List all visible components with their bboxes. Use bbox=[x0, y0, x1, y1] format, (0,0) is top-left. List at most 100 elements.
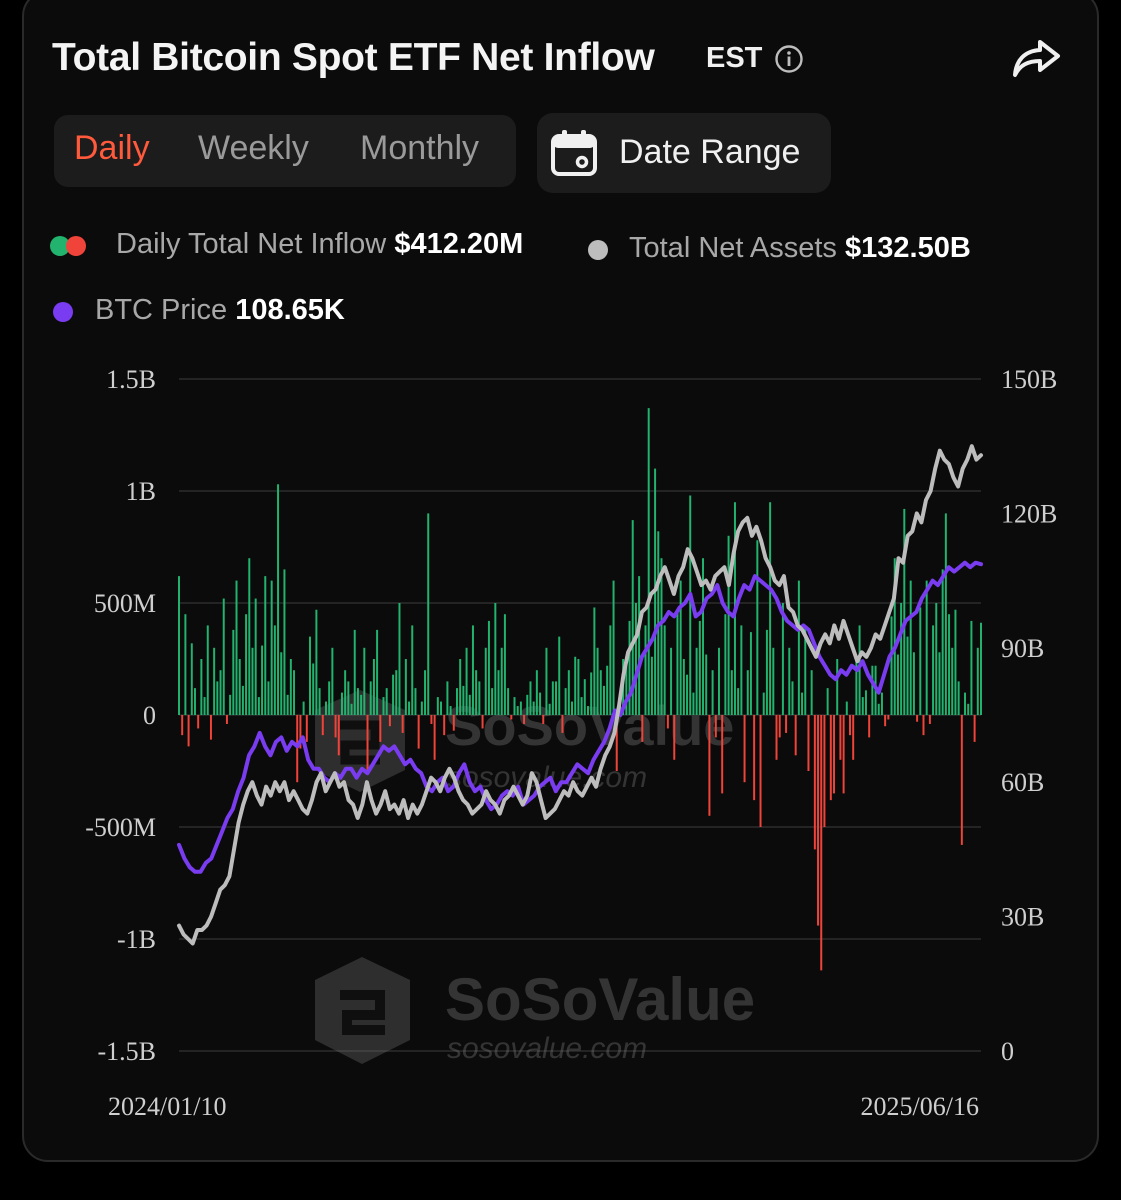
inflow-bar[interactable] bbox=[312, 663, 315, 715]
inflow-bar[interactable] bbox=[785, 715, 788, 733]
inflow-bar[interactable] bbox=[842, 715, 845, 794]
inflow-bar[interactable] bbox=[542, 715, 545, 724]
inflow-bar[interactable] bbox=[468, 694, 471, 715]
inflow-bar[interactable] bbox=[379, 715, 382, 742]
inflow-bar[interactable] bbox=[408, 701, 411, 715]
inflow-bar[interactable] bbox=[481, 715, 484, 729]
inflow-bar[interactable] bbox=[890, 616, 893, 715]
inflow-bar[interactable] bbox=[944, 513, 947, 715]
inflow-bar[interactable] bbox=[596, 647, 599, 715]
inflow-bar[interactable] bbox=[232, 629, 235, 715]
inflow-bar[interactable] bbox=[804, 625, 807, 715]
inflow-bar[interactable] bbox=[283, 569, 286, 715]
inflow-bar[interactable] bbox=[334, 715, 337, 738]
inflow-bar[interactable] bbox=[903, 508, 906, 715]
inflow-bar[interactable] bbox=[382, 697, 385, 715]
inflow-bar[interactable] bbox=[398, 603, 401, 715]
inflow-bar[interactable] bbox=[340, 692, 343, 715]
inflow-bar[interactable] bbox=[478, 681, 481, 715]
inflow-bar[interactable] bbox=[941, 569, 944, 715]
inflow-bar[interactable] bbox=[721, 715, 724, 794]
inflow-bar[interactable] bbox=[925, 580, 928, 715]
inflow-bar[interactable] bbox=[350, 703, 353, 715]
inflow-bar[interactable] bbox=[695, 647, 698, 715]
inflow-bar[interactable] bbox=[638, 576, 641, 715]
inflow-bar[interactable] bbox=[884, 715, 887, 727]
inflow-bar[interactable] bbox=[647, 408, 650, 715]
inflow-bar[interactable] bbox=[503, 614, 506, 715]
inflow-bar[interactable] bbox=[446, 681, 449, 715]
inflow-bar[interactable] bbox=[813, 715, 816, 850]
inflow-bar[interactable] bbox=[395, 670, 398, 715]
inflow-bar[interactable] bbox=[376, 629, 379, 715]
inflow-bar[interactable] bbox=[411, 625, 414, 715]
inflow-bar[interactable] bbox=[229, 694, 232, 715]
inflow-bar[interactable] bbox=[836, 659, 839, 715]
inflow-bar[interactable] bbox=[366, 715, 369, 771]
inflow-bar[interactable] bbox=[347, 681, 350, 715]
share-icon[interactable] bbox=[1010, 36, 1062, 80]
inflow-bar[interactable] bbox=[414, 688, 417, 715]
inflow-bar[interactable] bbox=[960, 715, 963, 845]
inflow-bar[interactable] bbox=[980, 622, 982, 715]
inflow-bar[interactable] bbox=[724, 614, 727, 715]
inflow-bar[interactable] bbox=[705, 654, 708, 715]
date-range-button[interactable]: Date Range bbox=[537, 113, 831, 193]
inflow-bar[interactable] bbox=[277, 484, 280, 715]
inflow-bar[interactable] bbox=[203, 697, 206, 715]
inflow-bar[interactable] bbox=[318, 688, 321, 715]
inflow-bar[interactable] bbox=[494, 603, 497, 715]
inflow-bar[interactable] bbox=[548, 703, 551, 715]
inflow-bar[interactable] bbox=[791, 681, 794, 715]
inflow-bar[interactable] bbox=[839, 715, 842, 760]
legend-inflow[interactable]: Daily Total Net Inflow $412.20M bbox=[116, 228, 523, 261]
inflow-bar[interactable] bbox=[555, 681, 558, 715]
inflow-bar[interactable] bbox=[957, 681, 960, 715]
inflow-bar[interactable] bbox=[519, 701, 522, 715]
inflow-bar[interactable] bbox=[526, 694, 529, 715]
inflow-bar[interactable] bbox=[452, 715, 455, 731]
inflow-bar[interactable] bbox=[970, 620, 973, 715]
inflow-bar[interactable] bbox=[324, 701, 327, 715]
legend-assets[interactable]: Total Net Assets $132.50B bbox=[629, 232, 971, 265]
inflow-bar[interactable] bbox=[756, 540, 759, 715]
inflow-bar[interactable] bbox=[305, 715, 308, 742]
inflow-bar[interactable] bbox=[577, 659, 580, 715]
inflow-bar[interactable] bbox=[315, 609, 318, 715]
inflow-bar[interactable] bbox=[826, 688, 829, 715]
inflow-bar[interactable] bbox=[293, 670, 296, 715]
inflow-bar[interactable] bbox=[788, 647, 791, 715]
inflow-bar[interactable] bbox=[702, 558, 705, 715]
inflow-bar[interactable] bbox=[465, 647, 468, 715]
inflow-bar[interactable] bbox=[571, 701, 573, 715]
inflow-bar[interactable] bbox=[864, 690, 867, 715]
inflow-bar[interactable] bbox=[235, 580, 238, 715]
inflow-bar[interactable] bbox=[689, 495, 692, 715]
inflow-bar[interactable] bbox=[197, 715, 200, 729]
inflow-bar[interactable] bbox=[727, 535, 730, 715]
inflow-bar[interactable] bbox=[385, 688, 388, 715]
inflow-bar[interactable] bbox=[484, 647, 487, 715]
inflow-bar[interactable] bbox=[245, 614, 248, 715]
inflow-bar[interactable] bbox=[829, 715, 832, 801]
inflow-bar[interactable] bbox=[628, 620, 631, 715]
inflow-bar[interactable] bbox=[420, 701, 423, 715]
inflow-bar[interactable] bbox=[759, 715, 762, 827]
inflow-bar[interactable] bbox=[823, 715, 826, 827]
inflow-bar[interactable] bbox=[916, 715, 919, 722]
inflow-bar[interactable] bbox=[833, 715, 836, 794]
inflow-bar[interactable] bbox=[181, 715, 184, 736]
inflow-bar[interactable] bbox=[797, 580, 800, 715]
inflow-bar[interactable] bbox=[331, 647, 334, 715]
info-icon[interactable] bbox=[774, 44, 804, 74]
inflow-bar[interactable] bbox=[973, 715, 976, 742]
inflow-bar[interactable] bbox=[951, 647, 954, 715]
inflow-bar[interactable] bbox=[561, 715, 564, 733]
inflow-bar[interactable] bbox=[459, 659, 462, 715]
inflow-bar[interactable] bbox=[634, 603, 637, 715]
inflow-bar[interactable] bbox=[762, 692, 765, 715]
inflow-bar[interactable] bbox=[261, 645, 264, 715]
inflow-bar[interactable] bbox=[602, 685, 605, 715]
inflow-bar[interactable] bbox=[238, 659, 241, 715]
inflow-bar[interactable] bbox=[781, 603, 784, 715]
